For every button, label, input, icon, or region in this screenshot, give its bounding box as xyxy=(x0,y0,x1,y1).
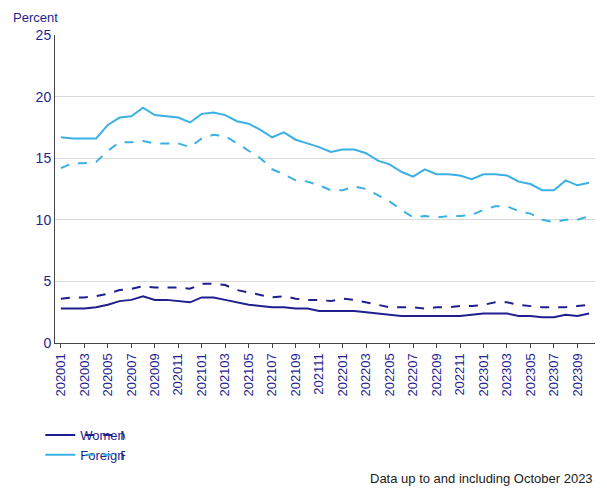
svg-text:202003: 202003 xyxy=(77,353,92,396)
svg-text:202307: 202307 xyxy=(546,353,561,396)
svg-text:25: 25 xyxy=(36,27,52,43)
svg-text:202009: 202009 xyxy=(147,353,162,396)
svg-text:202109: 202109 xyxy=(288,353,303,396)
svg-text:202305: 202305 xyxy=(523,353,538,396)
svg-text:202201: 202201 xyxy=(335,353,350,396)
svg-text:Foreign born men: Foreign born men xyxy=(120,448,125,463)
svg-text:202107: 202107 xyxy=(264,353,279,396)
svg-text:202105: 202105 xyxy=(241,353,256,396)
svg-text:202303: 202303 xyxy=(499,353,514,396)
svg-text:202007: 202007 xyxy=(124,353,139,396)
svg-text:202209: 202209 xyxy=(429,353,444,396)
svg-text:202301: 202301 xyxy=(476,353,491,396)
svg-text:5: 5 xyxy=(43,273,51,289)
svg-text:Women born in Sweden: Women born in Sweden xyxy=(80,428,125,443)
svg-text:202203: 202203 xyxy=(358,353,373,396)
svg-text:20: 20 xyxy=(36,89,52,105)
svg-text:15: 15 xyxy=(36,150,52,166)
svg-text:202005: 202005 xyxy=(100,353,115,396)
svg-text:10: 10 xyxy=(36,212,52,228)
svg-text:202011: 202011 xyxy=(170,353,185,395)
svg-text:202211: 202211 xyxy=(452,353,467,395)
svg-text:Percent: Percent xyxy=(13,10,58,25)
svg-text:202309: 202309 xyxy=(570,353,585,396)
svg-text:202001: 202001 xyxy=(53,353,68,396)
svg-text:202101: 202101 xyxy=(194,353,209,396)
svg-text:Men born in Sweden: Men born in Sweden xyxy=(120,428,125,443)
svg-text:202205: 202205 xyxy=(382,353,397,396)
svg-text:Data up to and including Octob: Data up to and including October 2023 xyxy=(370,471,593,486)
svg-text:202103: 202103 xyxy=(217,353,232,396)
svg-text:202207: 202207 xyxy=(405,353,420,396)
svg-text:Foreign born women: Foreign born women xyxy=(80,448,125,463)
svg-text:0: 0 xyxy=(43,335,51,351)
svg-text:202111: 202111 xyxy=(311,353,326,394)
